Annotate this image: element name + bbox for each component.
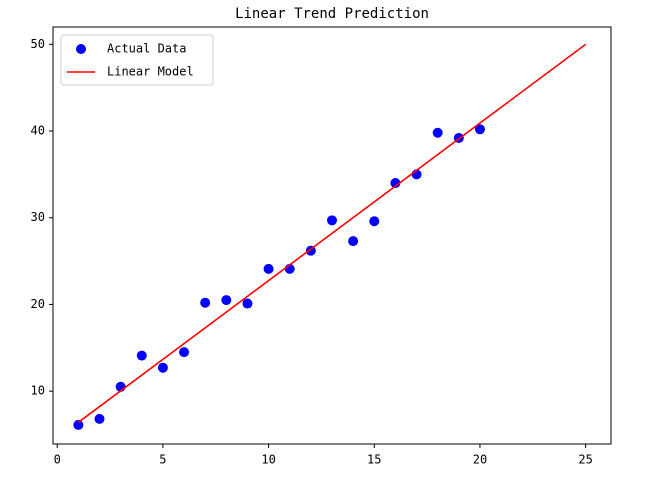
x-tick-label: 5 bbox=[159, 453, 166, 467]
x-tick-label: 0 bbox=[54, 453, 61, 467]
x-tick-label: 25 bbox=[578, 453, 592, 467]
legend-marker bbox=[76, 44, 86, 54]
data-point bbox=[73, 419, 84, 430]
legend-box bbox=[60, 34, 214, 86]
y-tick-label: 30 bbox=[31, 210, 45, 224]
data-point bbox=[179, 347, 190, 358]
data-point bbox=[369, 216, 380, 227]
x-tick-label: 20 bbox=[473, 453, 487, 467]
data-point bbox=[242, 298, 253, 309]
x-tick-label: 15 bbox=[367, 453, 381, 467]
x-tick-label: 10 bbox=[261, 453, 275, 467]
trend-line bbox=[77, 43, 587, 423]
y-tick-label: 20 bbox=[31, 297, 45, 311]
data-point bbox=[136, 350, 147, 361]
legend-label: Actual Data bbox=[107, 42, 186, 56]
chart-title: Linear Trend Prediction bbox=[235, 6, 429, 22]
data-point bbox=[348, 236, 359, 247]
data-point bbox=[221, 295, 232, 306]
y-tick-label: 10 bbox=[31, 384, 45, 398]
data-point bbox=[390, 178, 401, 189]
data-point bbox=[94, 413, 105, 424]
y-tick-label: 50 bbox=[31, 37, 45, 51]
data-point bbox=[474, 124, 485, 135]
data-point bbox=[263, 263, 274, 274]
y-tick-label: 40 bbox=[31, 124, 45, 138]
plot-frame bbox=[52, 26, 612, 445]
data-point bbox=[327, 215, 337, 226]
data-point bbox=[432, 127, 443, 138]
data-point bbox=[157, 362, 168, 373]
legend-label: Linear Model bbox=[107, 65, 194, 79]
data-point bbox=[200, 297, 211, 308]
